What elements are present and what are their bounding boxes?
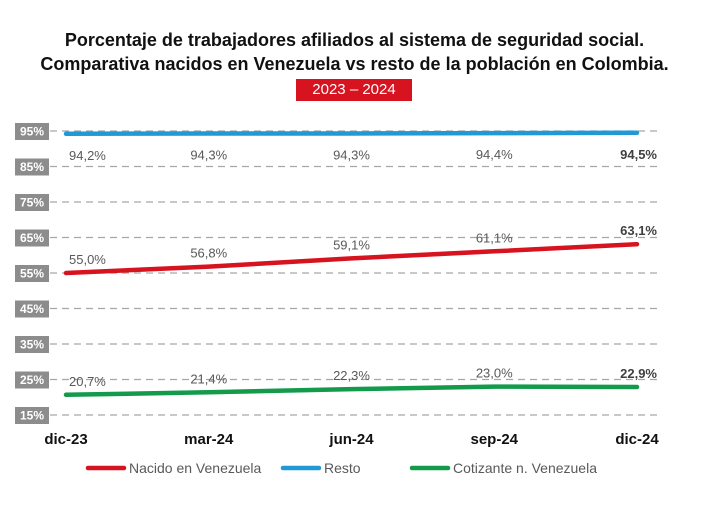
y-tick-label: 65% <box>20 231 44 245</box>
x-tick-label: dic-24 <box>615 431 659 448</box>
data-label: 23,0% <box>476 366 513 381</box>
y-tick-label: 95% <box>20 125 44 139</box>
data-label: 61,1% <box>476 230 513 245</box>
data-label: 94,2% <box>69 148 106 163</box>
chart-title-line-2: Comparativa nacidos en Venezuela vs rest… <box>40 54 669 74</box>
y-tick-label: 35% <box>20 338 44 352</box>
legend-label: Nacido en Venezuela <box>129 460 262 476</box>
data-label: 22,9% <box>620 366 657 381</box>
data-label: 94,3% <box>333 147 370 162</box>
data-label: 94,4% <box>476 147 513 162</box>
legend-label: Cotizante n. Venezuela <box>453 460 597 476</box>
series-line-resto <box>63 130 640 137</box>
data-label: 20,7% <box>69 374 106 389</box>
y-tick-badge <box>15 300 49 318</box>
y-tick-badge <box>15 229 49 247</box>
x-tick-label: dic-23 <box>44 431 87 448</box>
x-tick-label: jun-24 <box>328 431 374 448</box>
data-label: 22,3% <box>333 368 370 383</box>
x-tick-label: mar-24 <box>184 431 234 448</box>
y-tick-badge <box>15 371 49 389</box>
data-label: 63,1% <box>620 223 657 238</box>
y-tick-label: 15% <box>20 409 44 423</box>
y-tick-badge <box>15 194 49 211</box>
chart-title: Porcentaje de trabajadores afiliados al … <box>64 30 645 50</box>
y-tick-badge <box>15 336 49 353</box>
y-tick-badge <box>15 407 49 424</box>
series-line-nacido-en-venezuela <box>63 241 640 276</box>
data-label: 94,3% <box>190 147 227 162</box>
data-label: 55,0% <box>69 252 106 267</box>
y-tick-label: 85% <box>20 160 44 174</box>
subtitle-badge: 2023 – 2024 <box>296 79 412 101</box>
data-label: 21,4% <box>190 371 227 386</box>
y-tick-badge <box>15 265 49 282</box>
data-label: 56,8% <box>190 246 227 261</box>
series-line-cotizante-n-venezuela <box>63 384 640 398</box>
y-tick-label: 45% <box>20 302 44 316</box>
y-tick-label: 75% <box>20 196 44 210</box>
y-tick-label: 55% <box>20 267 44 281</box>
data-label: 59,1% <box>333 237 370 252</box>
data-label: 94,5% <box>620 147 657 162</box>
x-tick-label: sep-24 <box>470 431 518 448</box>
y-tick-label: 25% <box>20 373 44 387</box>
legend-label: Resto <box>324 460 361 476</box>
y-tick-badge <box>15 158 49 176</box>
y-tick-badge <box>15 123 49 140</box>
